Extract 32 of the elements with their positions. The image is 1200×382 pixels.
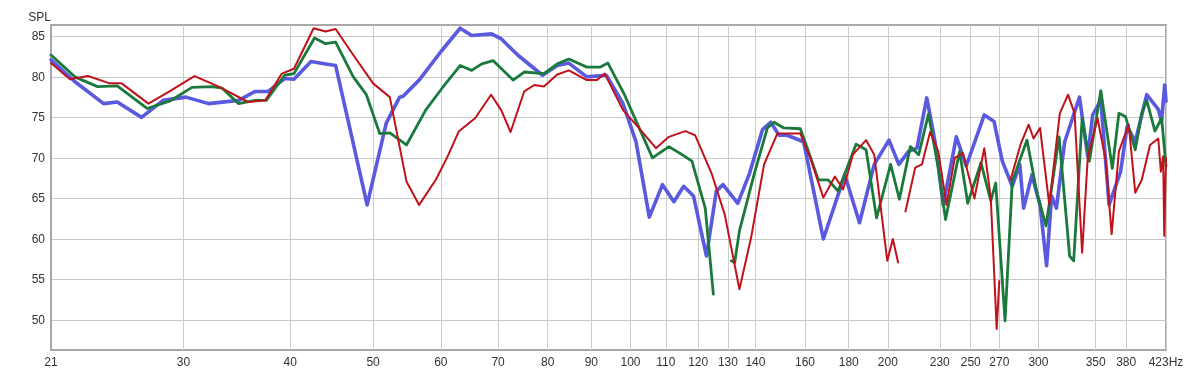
x-tick-label: 380 [1116, 355, 1137, 369]
x-tick-label: 70 [491, 355, 506, 369]
y-tick-label: 80 [31, 69, 46, 84]
x-tick-label: 90 [584, 355, 599, 369]
y-tick-label: 65 [31, 191, 46, 206]
x-tick-label: 230 [929, 355, 951, 369]
x-tick-label: 350 [1085, 355, 1106, 369]
y-axis-title: SPL [28, 10, 52, 24]
y-tick-label: 55 [31, 272, 46, 287]
x-tick-label: 180 [838, 355, 860, 369]
x-tick-label: 110 [656, 355, 676, 369]
x-tick-label: 200 [877, 355, 899, 369]
y-tick-label: 75 [31, 110, 46, 125]
x-tick-label: 40 [283, 355, 298, 369]
x-tick-label: 250 [960, 355, 982, 369]
x-tick-label: 270 [989, 355, 1010, 369]
y-tick-label: 85 [31, 29, 46, 44]
x-tick-label: 160 [794, 355, 816, 369]
x-tick-label: 100 [620, 355, 641, 369]
x-tick-label: 130 [717, 355, 739, 369]
x-tick-label: 50 [366, 355, 381, 369]
y-tick-label: 60 [31, 231, 46, 246]
x-tick-label: 60 [434, 355, 448, 369]
x-tick-label: 140 [745, 355, 766, 369]
x-tick-label: 21 [44, 355, 58, 369]
x-tick-label: 423Hz [1148, 355, 1184, 369]
y-tick-label: 50 [31, 313, 46, 328]
y-tick-label: 70 [31, 150, 46, 165]
x-tick-label: 80 [540, 355, 555, 369]
x-tick-label: 300 [1028, 355, 1049, 369]
x-tick-label: 30 [176, 355, 191, 369]
x-tick-label: 120 [688, 355, 709, 369]
